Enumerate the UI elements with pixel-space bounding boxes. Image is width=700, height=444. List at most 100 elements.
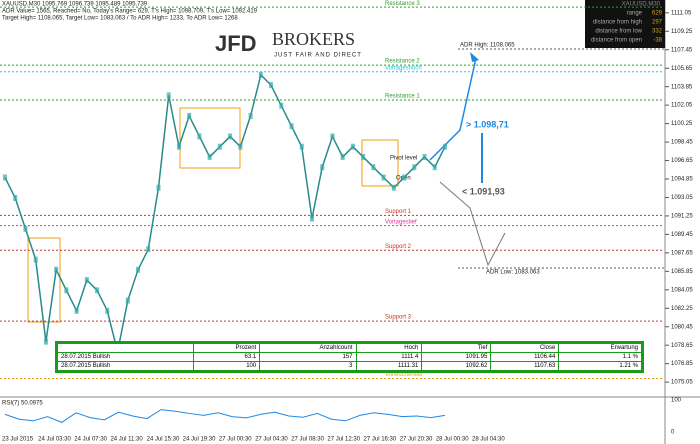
- price-tick-label: 1096.65: [671, 158, 693, 164]
- pivot-label: Pivot level: [390, 156, 417, 162]
- table-cell: 28.07.2015 Bullish: [57, 361, 194, 371]
- price-tick-label: 1105.65: [671, 66, 693, 72]
- table-cell: 1.1 %: [558, 352, 642, 362]
- table-cell: 1106.44: [490, 352, 560, 362]
- candle: [156, 184, 161, 191]
- time-label: 28 Jul 04:30: [472, 437, 505, 443]
- level-label: Support 1: [385, 209, 412, 215]
- chart-bg: [0, 0, 665, 444]
- candle: [289, 123, 294, 130]
- logo-brand2: BROKERS: [272, 29, 355, 49]
- price-tick-label: 1111.05: [671, 10, 692, 16]
- price-tick-label: 1076.85: [671, 361, 693, 367]
- candle: [74, 307, 79, 314]
- time-label: 28 Jul 00:30: [436, 437, 469, 443]
- candle: [84, 277, 89, 284]
- price-tick-label: 1093.05: [671, 195, 693, 201]
- time-label: 27 Jul 16:30: [364, 437, 397, 443]
- candle: [146, 246, 151, 253]
- price-tick-label: 1089.45: [671, 232, 693, 238]
- time-label: 27 Jul 00:30: [219, 437, 252, 443]
- candle: [391, 184, 396, 191]
- info-panel: [585, 0, 665, 48]
- candle: [269, 82, 274, 89]
- candle: [136, 266, 141, 273]
- panel-title: XAUUSD,M30: [622, 2, 661, 8]
- price-tick-label: 1103.85: [671, 84, 693, 90]
- table-cell: Anzahlcount: [259, 343, 357, 353]
- candle: [207, 153, 212, 160]
- rsi-tick-label: 100: [671, 398, 682, 404]
- up-target: > 1.098,71: [466, 119, 509, 129]
- candle: [217, 143, 222, 150]
- candle: [33, 256, 38, 263]
- price-tick-label: 1100.25: [671, 121, 693, 127]
- candle: [64, 287, 69, 294]
- level-label: Vortageshoch: [385, 65, 422, 71]
- price-tick-label: 1078.65: [671, 343, 693, 349]
- level-label: Vortagestief: [385, 219, 417, 225]
- panel-label: distance from open: [591, 38, 642, 44]
- price-tick-label: 1102.05: [671, 103, 693, 109]
- candle: [320, 164, 325, 171]
- table-cell: 1111.31: [355, 361, 423, 371]
- candle: [105, 307, 110, 314]
- price-tick-label: 1082.25: [671, 306, 693, 312]
- rsi-tick-label: 0: [671, 430, 675, 436]
- table-row: Prozent Anzahlcount Hoch Tief Close Erwartung: [57, 343, 642, 353]
- table-cell: Erwartung: [558, 343, 642, 353]
- candle: [238, 143, 243, 150]
- level-label: Resistance 3: [385, 1, 420, 7]
- price-tick-label: 1080.45: [671, 324, 693, 330]
- panel-value: 332: [652, 29, 663, 35]
- candle: [422, 153, 427, 160]
- candle: [125, 297, 130, 304]
- price-tick-label: 1084.05: [671, 287, 693, 293]
- candle: [166, 92, 171, 99]
- candle: [432, 164, 437, 171]
- price-tick-label: 1094.85: [671, 177, 693, 183]
- candle: [361, 153, 366, 160]
- price-tick-label: 1085.85: [671, 269, 693, 275]
- time-label: 27 Jul 20:30: [400, 437, 433, 443]
- table-cell: Tief: [421, 343, 492, 353]
- candle: [371, 164, 376, 171]
- time-label: 27 Jul 08:30: [291, 437, 324, 443]
- table-cell: 28.07.2015 Bullish: [57, 352, 194, 362]
- table-cell: [57, 343, 194, 353]
- level-label: Vorwochentief: [385, 372, 423, 378]
- time-label: 23 Jul 2015: [2, 437, 34, 443]
- level-label: Support 2: [385, 244, 412, 250]
- stats-table: Prozent Anzahlcount Hoch Tief Close Erwartung…: [55, 341, 644, 373]
- time-label: 24 Jul 19:30: [183, 437, 216, 443]
- level-label: Resistance 1: [385, 94, 420, 100]
- level-label: Resistance 2: [385, 59, 420, 65]
- candle: [248, 112, 253, 119]
- table-cell: Prozent: [192, 343, 261, 353]
- panel-value: -38: [653, 38, 662, 44]
- logo-tagline: JUST FAIR AND DIRECT: [274, 53, 362, 59]
- header-line: Target High= 1108.065, Target Low= 1083.…: [2, 16, 238, 22]
- up-arrow: [429, 57, 477, 161]
- table-cell: 1091.95: [421, 352, 492, 362]
- rsi-label: RSI(7) 50.0975: [2, 401, 43, 407]
- logo-brand: JFD: [215, 31, 257, 56]
- table-cell: Close: [490, 343, 560, 353]
- table-cell: 3: [259, 361, 357, 371]
- panel-value: 629: [652, 11, 663, 17]
- candle: [197, 133, 202, 140]
- arrow-head: [470, 52, 479, 62]
- table-cell: 157: [259, 352, 357, 362]
- price-tick-label: 1109.25: [671, 29, 693, 35]
- candle: [299, 143, 304, 150]
- candle: [258, 71, 263, 78]
- panel-label: distance from low: [595, 29, 642, 35]
- table: Prozent Anzahlcount Hoch Tief Close Erwartung…: [57, 343, 642, 371]
- table-cell: 100: [192, 361, 261, 371]
- table-cell: 1092.62: [421, 361, 492, 371]
- adr-high-label: ADR High: 1108.065: [460, 43, 515, 49]
- down-target: < 1.091,93: [462, 186, 505, 196]
- time-label: 27 Jul 04:30: [255, 437, 288, 443]
- time-label: 24 Jul 03:30: [38, 437, 71, 443]
